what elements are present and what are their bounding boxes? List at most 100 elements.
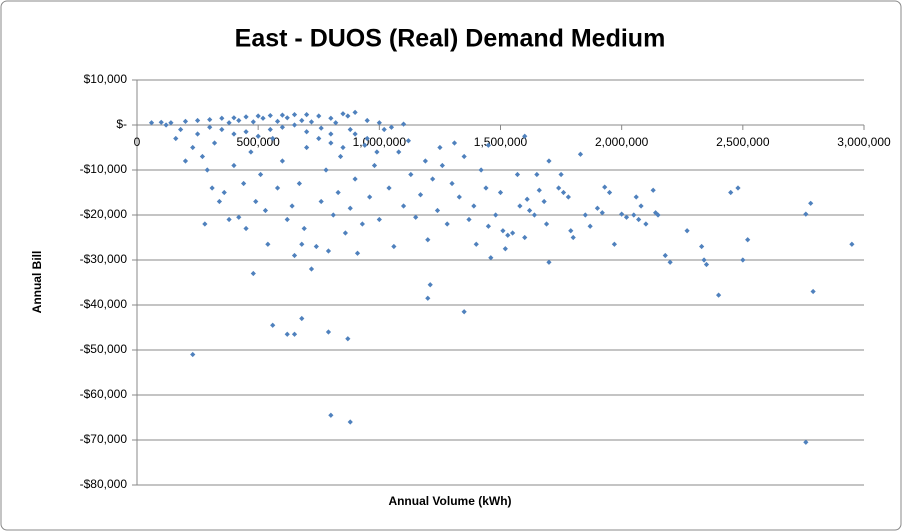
point [388, 124, 395, 130]
point [243, 129, 249, 135]
point [638, 203, 644, 209]
point [354, 250, 361, 256]
point [485, 223, 491, 229]
point [284, 216, 290, 223]
point [313, 243, 319, 250]
point [226, 120, 232, 126]
point [396, 149, 402, 155]
point [236, 214, 242, 220]
y-tick-label: -$40,000 [80, 297, 128, 311]
x-axis-label: Annual Volume (kWh) [388, 494, 511, 508]
point [633, 194, 639, 200]
point [485, 142, 491, 148]
point [599, 210, 605, 216]
x-tick-label: 1,500,000 [474, 135, 528, 149]
point [304, 144, 310, 151]
point [367, 194, 373, 200]
point [643, 221, 649, 227]
point [524, 196, 530, 202]
point [803, 439, 809, 445]
point [352, 131, 358, 137]
point [182, 118, 189, 124]
point [662, 252, 668, 259]
point [250, 270, 256, 277]
point [289, 203, 295, 209]
point [328, 131, 334, 137]
point [497, 189, 504, 196]
point [316, 135, 322, 142]
point [623, 214, 630, 220]
point [364, 117, 370, 124]
point [849, 241, 855, 247]
point [650, 187, 656, 193]
point [381, 126, 387, 133]
point [417, 192, 424, 198]
point [425, 237, 431, 243]
point [376, 120, 382, 126]
point [262, 207, 269, 214]
point [466, 216, 472, 223]
x-tick-label: 500,000 [236, 135, 280, 149]
x-tick-label: 0 [134, 135, 141, 149]
point [304, 112, 310, 118]
point [291, 252, 298, 259]
point [241, 180, 247, 187]
point [178, 126, 184, 133]
point [279, 158, 285, 164]
point [558, 171, 564, 178]
point [182, 158, 189, 164]
point [471, 203, 477, 209]
point [190, 351, 196, 358]
y-tick-label: $10,000 [84, 72, 128, 86]
point [362, 142, 368, 148]
point [488, 255, 494, 261]
point [556, 185, 562, 191]
point [359, 221, 365, 227]
point [434, 207, 441, 214]
point [728, 189, 734, 196]
point [405, 138, 412, 144]
point [260, 115, 266, 121]
point [340, 144, 346, 151]
point [456, 194, 462, 200]
x-tick-label: 3,000,000 [837, 135, 891, 149]
point [568, 228, 574, 234]
x-tick-label: 2,000,000 [595, 135, 649, 149]
point [219, 126, 225, 133]
point [299, 241, 305, 247]
point [231, 162, 237, 169]
point [444, 221, 450, 227]
point [204, 167, 210, 173]
point [570, 234, 576, 241]
point [308, 119, 315, 125]
point [439, 162, 445, 169]
point [517, 203, 523, 209]
point [536, 187, 542, 193]
y-axis-label: Annual Bill [30, 251, 44, 314]
point [291, 112, 298, 118]
point [347, 419, 353, 425]
point [400, 203, 407, 209]
point [279, 112, 285, 118]
point [636, 216, 642, 223]
point [611, 241, 617, 247]
point [587, 223, 593, 229]
point [255, 133, 261, 139]
point [546, 259, 552, 265]
point [451, 140, 458, 146]
point [236, 117, 242, 124]
point [543, 221, 550, 227]
point [270, 135, 276, 142]
point [299, 315, 305, 322]
point [345, 336, 351, 342]
point [502, 246, 508, 252]
point [437, 144, 443, 151]
point [352, 109, 358, 115]
point [619, 211, 625, 217]
point [291, 331, 298, 337]
point [594, 205, 601, 211]
point [526, 207, 533, 214]
y-tick-label: -$10,000 [80, 162, 128, 176]
point [328, 140, 334, 146]
point [427, 282, 433, 288]
